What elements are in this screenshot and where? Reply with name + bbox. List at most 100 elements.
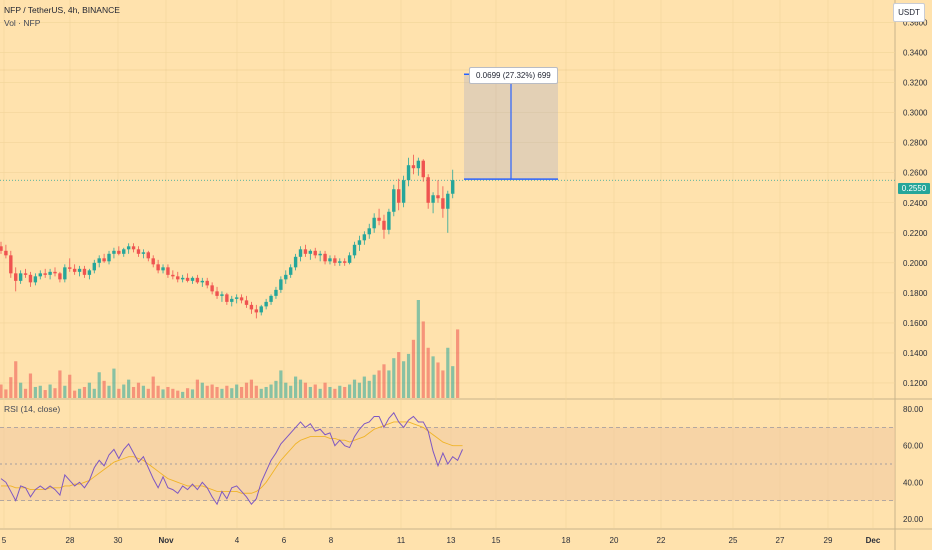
candle-body [392,189,396,212]
volume-bar [284,382,288,398]
candle-body [28,274,33,283]
candle-body [230,298,234,302]
candle-body [82,268,87,275]
candle-body [411,165,416,169]
rsi-tick-label: 40.00 [903,478,924,487]
candle-body [343,261,347,263]
volume-bar [343,386,347,398]
volume-bar [63,385,67,398]
volume-bar [274,380,278,398]
candle-body [220,294,224,296]
volume-bar [411,339,416,398]
volume-bar [23,388,28,398]
candle-body [43,273,47,275]
volume-bar [48,384,52,398]
candle-body [254,309,259,313]
candle-body [171,274,175,277]
candle-body [126,246,131,250]
volume-bar [436,362,440,398]
volume-bar [357,382,362,398]
candle-body [156,264,160,271]
volume-bar [161,389,165,398]
time-tick-label: 6 [282,536,287,545]
price-tick-label: 0.3600 [903,19,928,28]
candle-body [431,195,435,203]
volume-bar [431,356,435,398]
rsi-tick-label: 20.00 [903,515,924,524]
price-tick-label: 0.3000 [903,109,928,118]
rsi-tick-label: 80.00 [903,405,924,414]
candle-body [92,262,96,271]
candle-body [210,285,214,292]
candle-body [14,273,18,281]
volume-bar [269,384,273,398]
candle-body [328,258,332,262]
candle-body [421,160,425,178]
volume-bar [372,374,376,398]
volume-bar [318,388,322,398]
candle-body [200,280,205,283]
volume-bar [112,368,116,398]
volume-bar [249,379,254,398]
volume-bar [58,370,62,398]
candle-body [205,280,209,286]
candle-body [180,277,185,280]
volume-legend[interactable]: Vol · NFP [4,18,41,28]
currency-button[interactable]: USDT [893,3,925,22]
volume-bar [446,347,450,398]
volume-bar [441,370,445,398]
volume-bar [117,388,121,398]
time-tick-label: 28 [66,536,75,545]
volume-bar [338,385,342,398]
volume-bar [254,385,258,398]
volume-bar [244,382,249,398]
candle-body [131,246,136,250]
price-tick-label: 0.2400 [903,199,928,208]
time-tick-label: 13 [447,536,456,545]
candle-body [33,276,38,283]
candle-body [244,300,249,305]
volume-bar [235,384,239,398]
volume-bar [294,376,298,398]
volume-bar [205,385,209,398]
volume-bar [426,347,430,398]
rsi-line [0,411,463,506]
volume-bar [308,386,312,398]
rsi-legend[interactable]: RSI (14, close) [4,404,61,414]
candle-body [166,267,170,275]
volume-bar [185,388,190,398]
candle-body [298,249,303,257]
candle-body [441,198,445,209]
candle-body [249,304,254,310]
candle-body [87,270,92,275]
volume-bar [352,379,357,398]
candle-body [107,253,111,262]
candle-body [377,217,381,221]
price-tick-label: 0.1400 [903,349,928,358]
volume-bar [210,384,214,398]
candle-body [259,306,263,313]
volume-bar [38,385,42,398]
candle-body [102,258,106,262]
volume-bar [171,388,175,398]
price-range-measure[interactable] [464,73,558,180]
candle-body [234,297,239,299]
time-tick-label: 25 [729,536,738,545]
price-tick-label: 0.3200 [903,79,928,88]
time-tick-label: 5 [2,536,7,545]
candle-body [401,180,406,203]
volume-bar [298,379,303,398]
candle-body [112,250,116,254]
volume-bar [151,376,155,398]
candle-body [136,249,141,254]
volume-bar [392,358,396,398]
candle-body [97,258,101,263]
volume-bar [303,382,308,398]
symbol-title[interactable]: NFP / TetherUS, 4h, BINANCE [4,5,120,15]
candle-body [48,271,52,275]
time-tick-label: 20 [610,536,619,545]
volume-bar [397,352,401,398]
time-tick-label: 8 [329,536,334,545]
volume-bar [87,382,91,398]
